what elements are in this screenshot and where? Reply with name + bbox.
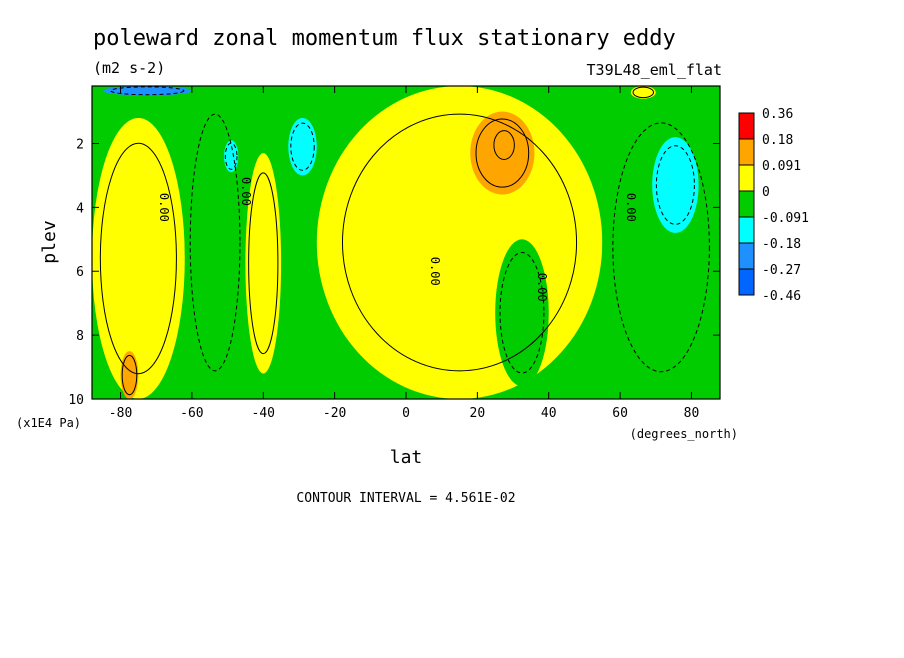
y-tick-label-5: 10: [68, 393, 84, 408]
colorbar-swatch-3: [738, 164, 755, 192]
y-axis-label: plev: [39, 220, 60, 263]
y-units: (x1E4 Pa): [16, 416, 81, 430]
contour-label-4: 0.00: [535, 273, 549, 302]
colorbar-swatch-6: [738, 242, 755, 270]
flux-region-7: [245, 153, 282, 374]
contour-line-7: [248, 172, 279, 355]
flux-region-1: [92, 117, 185, 399]
run-label: T39L48_eml_flat: [587, 61, 722, 79]
contour-interval-note: CONTOUR INTERVAL = 4.561E-02: [296, 491, 515, 506]
contour-line-2: [121, 354, 138, 396]
flux-region-12: [602, 95, 720, 399]
colorbar-label-6: -0.18: [762, 237, 801, 252]
contour-line-12: [612, 122, 710, 373]
contour-label-3: 0.00: [428, 257, 442, 286]
flux-region-2: [120, 351, 139, 399]
chart-units: (m2 s-2): [93, 59, 165, 77]
colorbar-label-1: 0.36: [762, 107, 793, 122]
contour-line-4: [290, 122, 315, 171]
flux-region-13: [652, 137, 699, 233]
colorbar: 0.36 0.18 0.091 0 -0.091 -0.18 -0.27 -0.46: [738, 107, 809, 304]
colorbar-label-3: 0.091: [762, 159, 801, 174]
x-tick-label-7: 40: [541, 406, 557, 421]
x-tick-label-6: 20: [470, 406, 486, 421]
colorbar-swatch-1: [738, 112, 755, 140]
flux-region-10: [470, 111, 535, 195]
plot-area: [92, 86, 720, 399]
contour-line-11: [499, 252, 545, 374]
flux-region-4: [288, 117, 317, 176]
contour-line-8: [341, 113, 578, 372]
x-tick-label-8: 60: [612, 406, 628, 421]
contour-line-10: [475, 118, 530, 188]
contour-label-5: 0.00: [624, 193, 638, 222]
colorbar-swatch-4: [738, 190, 755, 218]
colorbar-swatch-7: [738, 268, 755, 296]
colorbar-label-4: 0: [762, 185, 770, 200]
y-tick-label-1: 2: [76, 137, 84, 152]
y-tick-label-3: 6: [76, 265, 84, 280]
colorbar-label-8: -0.46: [762, 289, 801, 304]
x-axis-label: lat: [390, 447, 423, 468]
x-tick-label-2: -60: [180, 406, 203, 421]
flux-region-5: [102, 86, 192, 96]
colorbar-swatch-5: [738, 216, 755, 244]
x-tick-label-3: -40: [252, 406, 275, 421]
flux-region-8: [316, 86, 603, 399]
colorbar-label-5: -0.091: [762, 211, 809, 226]
x-tick-label-9: 80: [684, 406, 700, 421]
x-units: (degrees_north): [630, 427, 738, 441]
contour-line-1: [99, 142, 177, 375]
contour-line-3: [189, 113, 241, 372]
colorbar-swatch-2: [738, 138, 755, 166]
colorbar-label-2: 0.18: [762, 133, 793, 148]
y-tick-label-2: 4: [76, 201, 84, 216]
x-tick-label-1: -80: [109, 406, 132, 421]
contour-label-2: 0.00: [239, 177, 253, 206]
y-tick-label-4: 8: [76, 329, 84, 344]
contour-line-14: [632, 86, 655, 99]
flux-region-6: [224, 140, 239, 173]
contour-line-5: [110, 86, 185, 96]
flux-region-3: [184, 86, 246, 399]
contour-line-13: [655, 145, 695, 225]
contour-line-6: [224, 142, 238, 170]
flux-region-14: [630, 86, 656, 99]
chart-title: poleward zonal momentum flux stationary …: [93, 26, 676, 51]
x-tick-label-4: -20: [323, 406, 346, 421]
contour-label-1: 0.00: [157, 193, 171, 222]
flux-region-11: [495, 239, 549, 387]
colorbar-label-7: -0.27: [762, 263, 801, 278]
x-tick-label-5: 0: [402, 406, 410, 421]
contour-line-9: [493, 130, 515, 160]
